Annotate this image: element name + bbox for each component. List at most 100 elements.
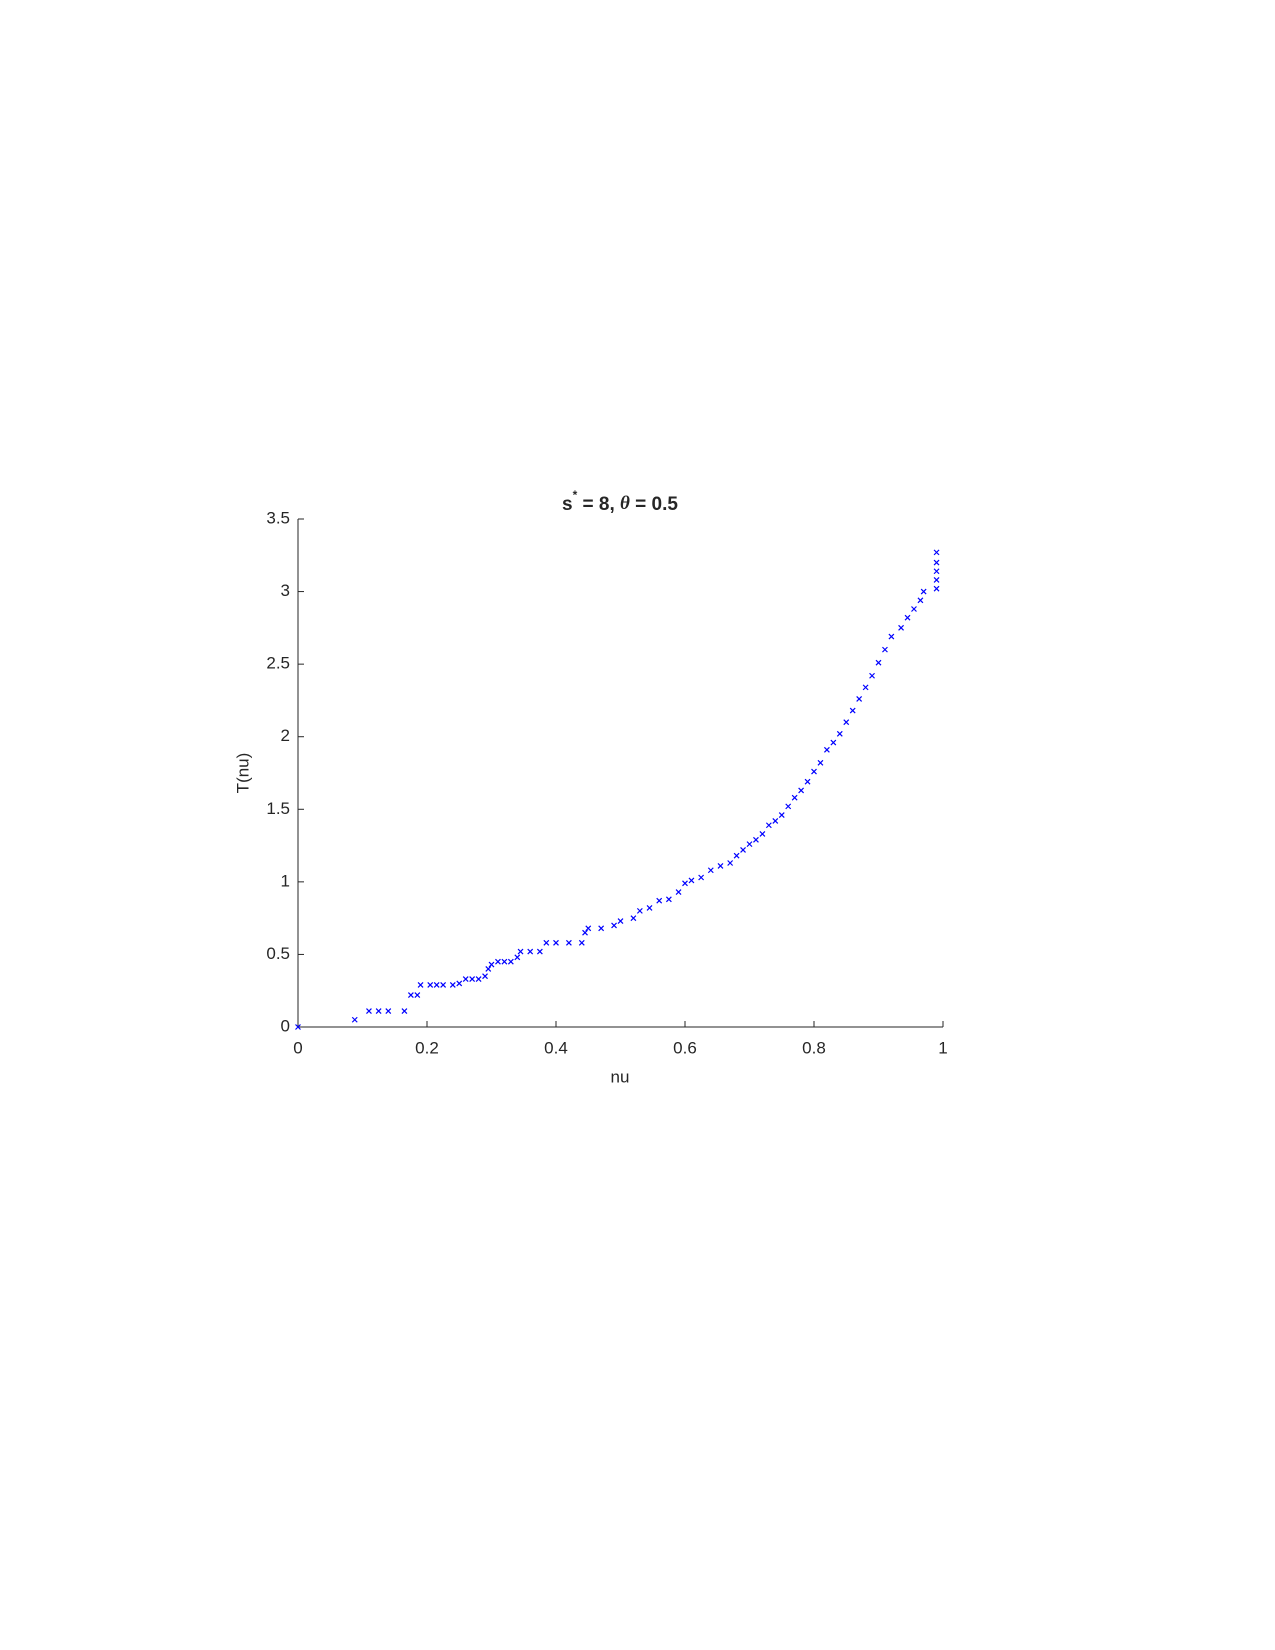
point [401,1008,408,1014]
point [817,759,824,766]
point [759,831,766,837]
y-tick-label: 3 [281,581,290,600]
point [823,746,830,753]
title-part: θ [620,493,630,514]
y-tick-label: 0 [281,1016,290,1035]
x-tick-label: 1 [938,1038,947,1057]
point [646,905,653,911]
point [862,684,869,691]
x-tick-label: 0.8 [802,1038,826,1057]
point [849,707,856,714]
point [733,852,740,859]
point [485,966,492,972]
point [656,897,663,904]
point [665,896,672,903]
point [507,958,514,965]
y-tick-label: 3.5 [266,508,290,527]
point [578,939,585,946]
point [804,778,811,785]
point [898,624,904,631]
title-part: s [562,494,573,515]
point [553,939,559,946]
point [407,992,414,998]
point [475,976,482,983]
point [501,958,508,965]
point [469,976,476,983]
point [351,1016,358,1023]
point [778,812,785,819]
point [904,614,911,621]
point [482,973,488,980]
point [772,817,779,824]
point [417,981,424,988]
point [682,880,688,887]
point [449,981,456,988]
x-tick-label: 0.4 [544,1038,568,1057]
point [295,1024,301,1030]
point [888,633,895,640]
y-tick-label: 0.5 [266,944,290,963]
point [462,976,469,983]
point [869,672,875,679]
point [933,585,940,592]
point [707,867,714,874]
x-tick-label: 0.6 [673,1038,697,1057]
point [598,925,605,932]
point [856,696,863,702]
point [495,958,501,965]
point [843,719,850,726]
point [933,559,940,566]
point [911,606,917,612]
chart-title: s* = 8, θ = 0.5 [562,488,678,515]
point [617,918,624,924]
point [433,981,440,988]
point [933,568,940,575]
y-tick-label: 2.5 [266,654,290,673]
point [375,1008,382,1014]
point [791,794,798,801]
point [740,847,746,853]
point [765,822,772,829]
x-axis-label: nu [611,1067,630,1086]
y-tick-label: 1.5 [266,799,290,818]
y-tick-label: 2 [281,726,290,745]
point [785,803,792,810]
y-tick-label: 1 [281,871,290,890]
point [427,981,434,988]
y-axis-label: T(nu) [233,753,252,794]
point [917,597,924,604]
point [933,577,940,583]
point [746,841,753,848]
point [836,730,843,737]
point [543,939,550,946]
point [514,954,521,961]
point [585,925,592,932]
point [933,549,940,556]
point [582,929,588,936]
point [698,874,705,881]
point [875,659,882,666]
title-part: = 8, [577,494,620,515]
point [440,981,447,988]
point [366,1008,372,1014]
title-part: = 0.5 [630,494,678,515]
point [727,860,734,866]
point [920,588,927,595]
point [565,939,572,946]
point [536,948,543,955]
point [630,915,637,922]
point [688,877,695,884]
point [611,922,617,929]
point [456,980,463,987]
point [636,907,643,914]
title-part: * [573,488,578,502]
point [882,646,888,653]
point [517,948,524,955]
point [830,739,837,746]
point [414,992,421,998]
point [527,948,534,955]
point [488,961,495,968]
point [675,889,682,895]
